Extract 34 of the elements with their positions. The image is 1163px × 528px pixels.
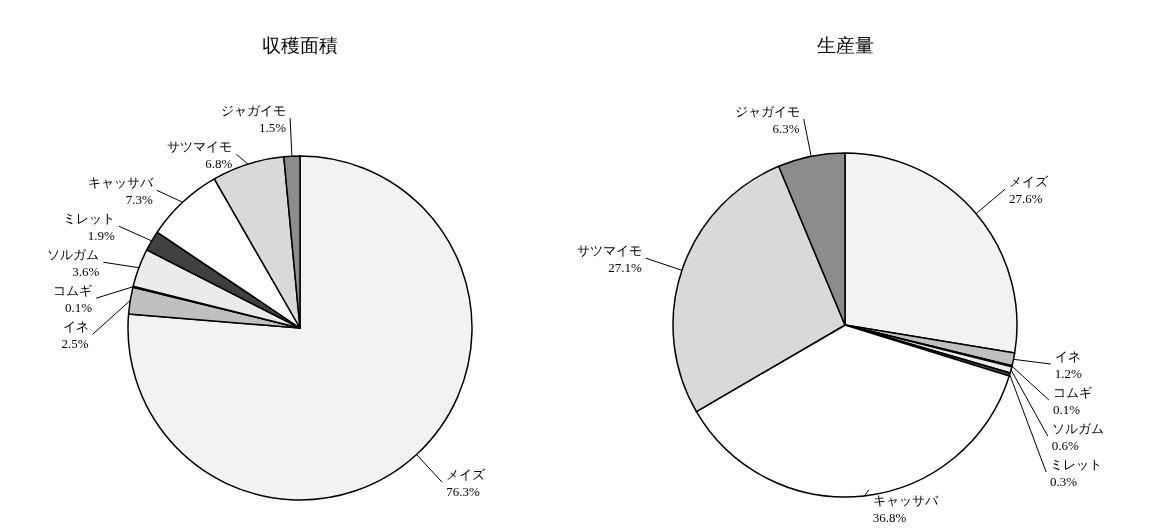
- data-label: 27.6%: [1009, 191, 1043, 207]
- data-label: 36.8%: [872, 510, 907, 525]
- data-label: 0.3%: [1050, 474, 1078, 489]
- slice-label: メイズ: [1009, 174, 1050, 190]
- slice-label: ソルガム: [1051, 421, 1104, 436]
- data-label: 7.3%: [125, 192, 153, 208]
- slice-label: サツマイモ: [576, 243, 642, 259]
- slice-label: コムギ: [1052, 385, 1092, 400]
- slice-label: キャッサバ: [872, 493, 939, 508]
- slice-label: コムギ: [53, 283, 93, 299]
- slice-label: ジャガイモ: [734, 104, 800, 120]
- slice-label: イネ: [62, 319, 89, 335]
- data-label: 0.1%: [1052, 402, 1081, 417]
- slice-label: ジャガイモ: [221, 103, 287, 119]
- slice-label: サツマイモ: [167, 139, 233, 155]
- slice-label: ミレット: [62, 211, 115, 227]
- data-label: 0.6%: [1051, 438, 1079, 453]
- slice-label: ソルガム: [47, 247, 100, 263]
- data-label: 0.1%: [65, 300, 93, 316]
- data-label: 76.3%: [446, 484, 481, 500]
- chart-title: 収穫面積: [262, 34, 338, 56]
- slice-label: イネ: [1054, 349, 1081, 364]
- data-label: 6.8%: [205, 156, 233, 172]
- chart-title: 生産量: [816, 34, 874, 56]
- data-label: 3.6%: [72, 264, 100, 280]
- data-label: 27.1%: [608, 260, 643, 276]
- slice-label: キャッサバ: [87, 175, 154, 191]
- data-label: 6.3%: [772, 121, 800, 137]
- slice-label: ミレット: [1050, 457, 1103, 472]
- data-label: 1.5%: [259, 120, 287, 136]
- data-label: 2.5%: [61, 336, 89, 352]
- slice-label: メイズ: [446, 467, 487, 483]
- data-label: 1.2%: [1054, 366, 1083, 381]
- data-label: 1.9%: [87, 228, 116, 244]
